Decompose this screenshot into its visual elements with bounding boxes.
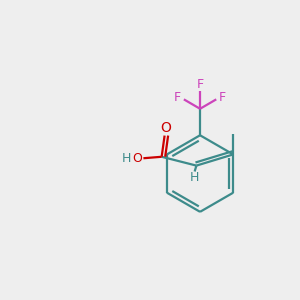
Text: F: F: [219, 92, 226, 104]
Text: H: H: [122, 152, 131, 165]
Text: O: O: [132, 152, 142, 165]
Text: H: H: [189, 172, 199, 184]
Text: F: F: [174, 92, 181, 104]
Text: F: F: [196, 77, 204, 91]
Text: O: O: [160, 121, 172, 135]
